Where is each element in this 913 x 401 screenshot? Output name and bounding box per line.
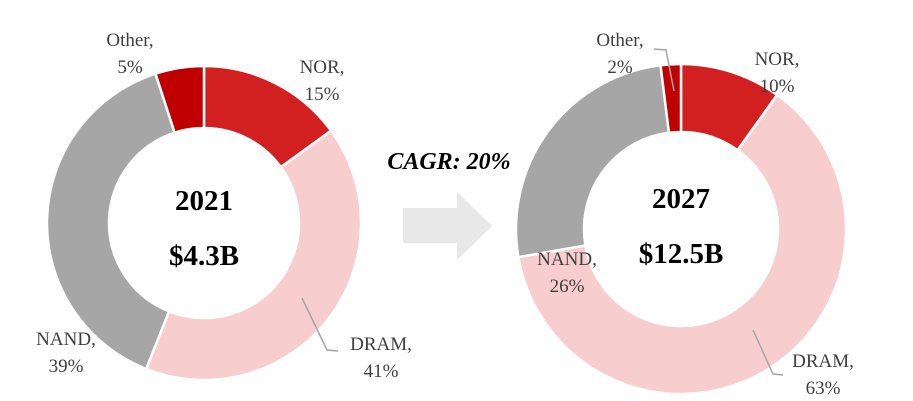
left-dram-label-line2: 41% xyxy=(363,361,399,382)
left-dram-label: DRAM, 41% xyxy=(350,331,412,385)
cagr-right-arrow-icon xyxy=(403,192,492,260)
right-donut-slice-nand xyxy=(514,63,671,259)
right-other-label-line2: 2% xyxy=(607,57,633,78)
right-nand-label: NAND, 26% xyxy=(537,246,597,300)
right-donut-slice-dram xyxy=(516,93,848,396)
right-nand-label-line1: NAND, xyxy=(537,249,597,270)
right-dram-leader-line xyxy=(752,329,784,376)
right-total-label: $12.5B xyxy=(638,238,724,270)
left-center-label: 2021 $4.3B xyxy=(169,187,239,271)
right-donut-slice-other xyxy=(659,62,683,135)
right-nand-label-line2: 26% xyxy=(549,276,585,297)
right-other-leader-line xyxy=(653,48,675,92)
left-year-label: 2021 xyxy=(175,185,233,217)
right-center-label: 2027 $12.5B xyxy=(639,185,724,269)
right-dram-label-line1: DRAM, xyxy=(792,351,854,372)
left-dram-label-line1: DRAM, xyxy=(350,334,412,355)
left-other-label-line2: 5% xyxy=(117,57,143,78)
right-other-label: Other, 2% xyxy=(596,27,643,81)
left-total-label: $4.3B xyxy=(168,240,240,272)
left-nor-label-line1: NOR, xyxy=(299,57,345,78)
left-dram-leader-line xyxy=(301,297,339,352)
cagr-label: CAGR: 20% xyxy=(387,149,511,175)
right-dram-label-line2: 63% xyxy=(805,378,841,399)
left-other-label-line1: Other, xyxy=(106,30,154,51)
left-donut-slice-other xyxy=(153,64,206,135)
left-donut-slice-nand xyxy=(45,72,177,371)
left-other-label: Other, 5% xyxy=(106,27,153,81)
right-other-label-line1: Other, xyxy=(596,30,644,51)
left-nor-label: NOR, 15% xyxy=(300,54,345,108)
right-dram-label: DRAM, 63% xyxy=(792,348,854,401)
left-donut-slice-dram xyxy=(144,128,363,382)
right-nor-label-line2: 10% xyxy=(759,76,795,97)
right-year-label: 2027 xyxy=(652,183,710,215)
right-nand-leader-line xyxy=(566,217,572,247)
right-nor-label: NOR, 10% xyxy=(755,46,800,100)
left-nand-label-line1: NAND, xyxy=(36,329,96,350)
left-nand-label-line2: 39% xyxy=(48,356,84,377)
left-nor-label-line2: 15% xyxy=(304,84,340,105)
right-nor-label-line1: NOR, xyxy=(754,49,800,70)
left-nand-label: NAND, 39% xyxy=(36,326,96,380)
